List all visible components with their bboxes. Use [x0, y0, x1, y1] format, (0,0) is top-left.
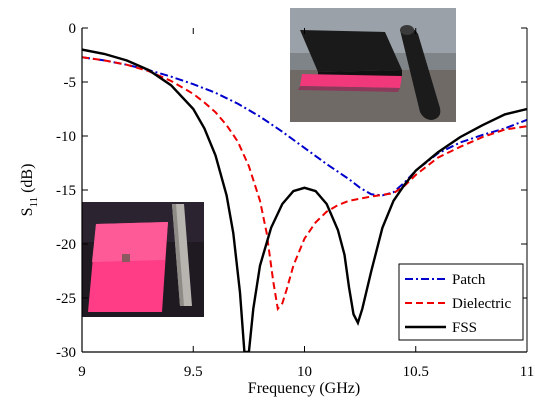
photo-inset-top-right	[290, 8, 456, 122]
x-tick-label: 9	[78, 364, 86, 380]
y-axis-label: S11 (dB)	[19, 164, 40, 217]
series-line-patch	[82, 56, 527, 197]
legend-items: Patch Dielectric FSS	[405, 272, 511, 336]
y-tick-label: -10	[56, 129, 76, 145]
legend-label-fss: FSS	[452, 320, 477, 336]
x-tick-label: 10.5	[403, 364, 429, 380]
legend-label-patch: Patch	[452, 272, 486, 288]
legend: Patch Dielectric FSS	[398, 263, 524, 341]
series-line-fss	[82, 48, 527, 352]
x-tick-label: 10	[297, 364, 312, 380]
legend-label-dielectric: Dielectric	[452, 296, 511, 312]
photo-inset-bottom-left	[82, 202, 204, 317]
y-tick-label: -15	[56, 183, 76, 199]
series-layer	[82, 48, 527, 352]
y-tick-label: -5	[64, 75, 77, 91]
x-tick-label: 9.5	[184, 364, 203, 380]
y-tick-label: -30	[56, 345, 76, 361]
y-axis-label-unit: (dB)	[19, 164, 36, 197]
y-tick-label: -20	[56, 237, 76, 253]
x-ticks: 9 9.5 10 10.5 11	[78, 28, 534, 380]
y-tick-label: 0	[69, 21, 77, 37]
y-axis-label-subscript: 11	[28, 197, 40, 208]
x-axis-label: Frequency (GHz)	[248, 380, 360, 397]
y-tick-label: -25	[56, 291, 76, 307]
series-line-dielectric	[82, 56, 527, 312]
y-ticks: 0 -5 -10 -15 -20 -25 -30	[56, 21, 527, 361]
y-axis-label-base: S	[19, 208, 36, 217]
x-tick-label: 11	[520, 364, 534, 380]
